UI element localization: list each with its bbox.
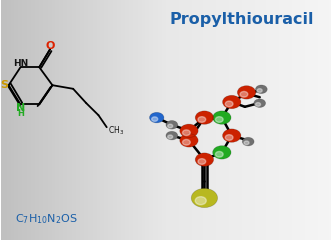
Circle shape [195,197,206,205]
Circle shape [257,89,262,92]
Text: C$_7$H$_{10}$N$_2$OS: C$_7$H$_{10}$N$_2$OS [15,212,77,226]
Circle shape [198,159,206,164]
Text: HN: HN [13,59,28,68]
Circle shape [242,137,254,146]
Text: Propylthiouracil: Propylthiouracil [169,12,314,27]
Text: CH$_3$: CH$_3$ [108,125,125,137]
Circle shape [240,91,248,97]
Circle shape [213,111,231,124]
Circle shape [255,85,267,94]
Circle shape [225,135,233,140]
Circle shape [254,99,266,108]
Circle shape [222,129,241,142]
Circle shape [215,151,223,157]
Circle shape [182,139,190,145]
Circle shape [195,111,214,124]
Circle shape [168,124,173,128]
Circle shape [191,188,217,208]
Circle shape [215,117,223,122]
Circle shape [180,134,198,147]
Circle shape [152,117,158,121]
Circle shape [213,146,231,159]
Text: H: H [17,109,24,118]
Text: S: S [1,80,9,90]
Circle shape [195,153,214,166]
Circle shape [182,130,190,136]
Circle shape [237,86,256,99]
Text: N: N [16,103,25,114]
Circle shape [198,117,206,122]
Circle shape [166,120,178,129]
Circle shape [180,124,198,138]
Text: O: O [45,41,55,51]
Circle shape [166,131,178,140]
Circle shape [244,141,249,145]
Circle shape [150,112,164,123]
Circle shape [222,95,241,109]
Circle shape [225,101,233,107]
Circle shape [255,102,260,106]
Circle shape [168,135,173,139]
